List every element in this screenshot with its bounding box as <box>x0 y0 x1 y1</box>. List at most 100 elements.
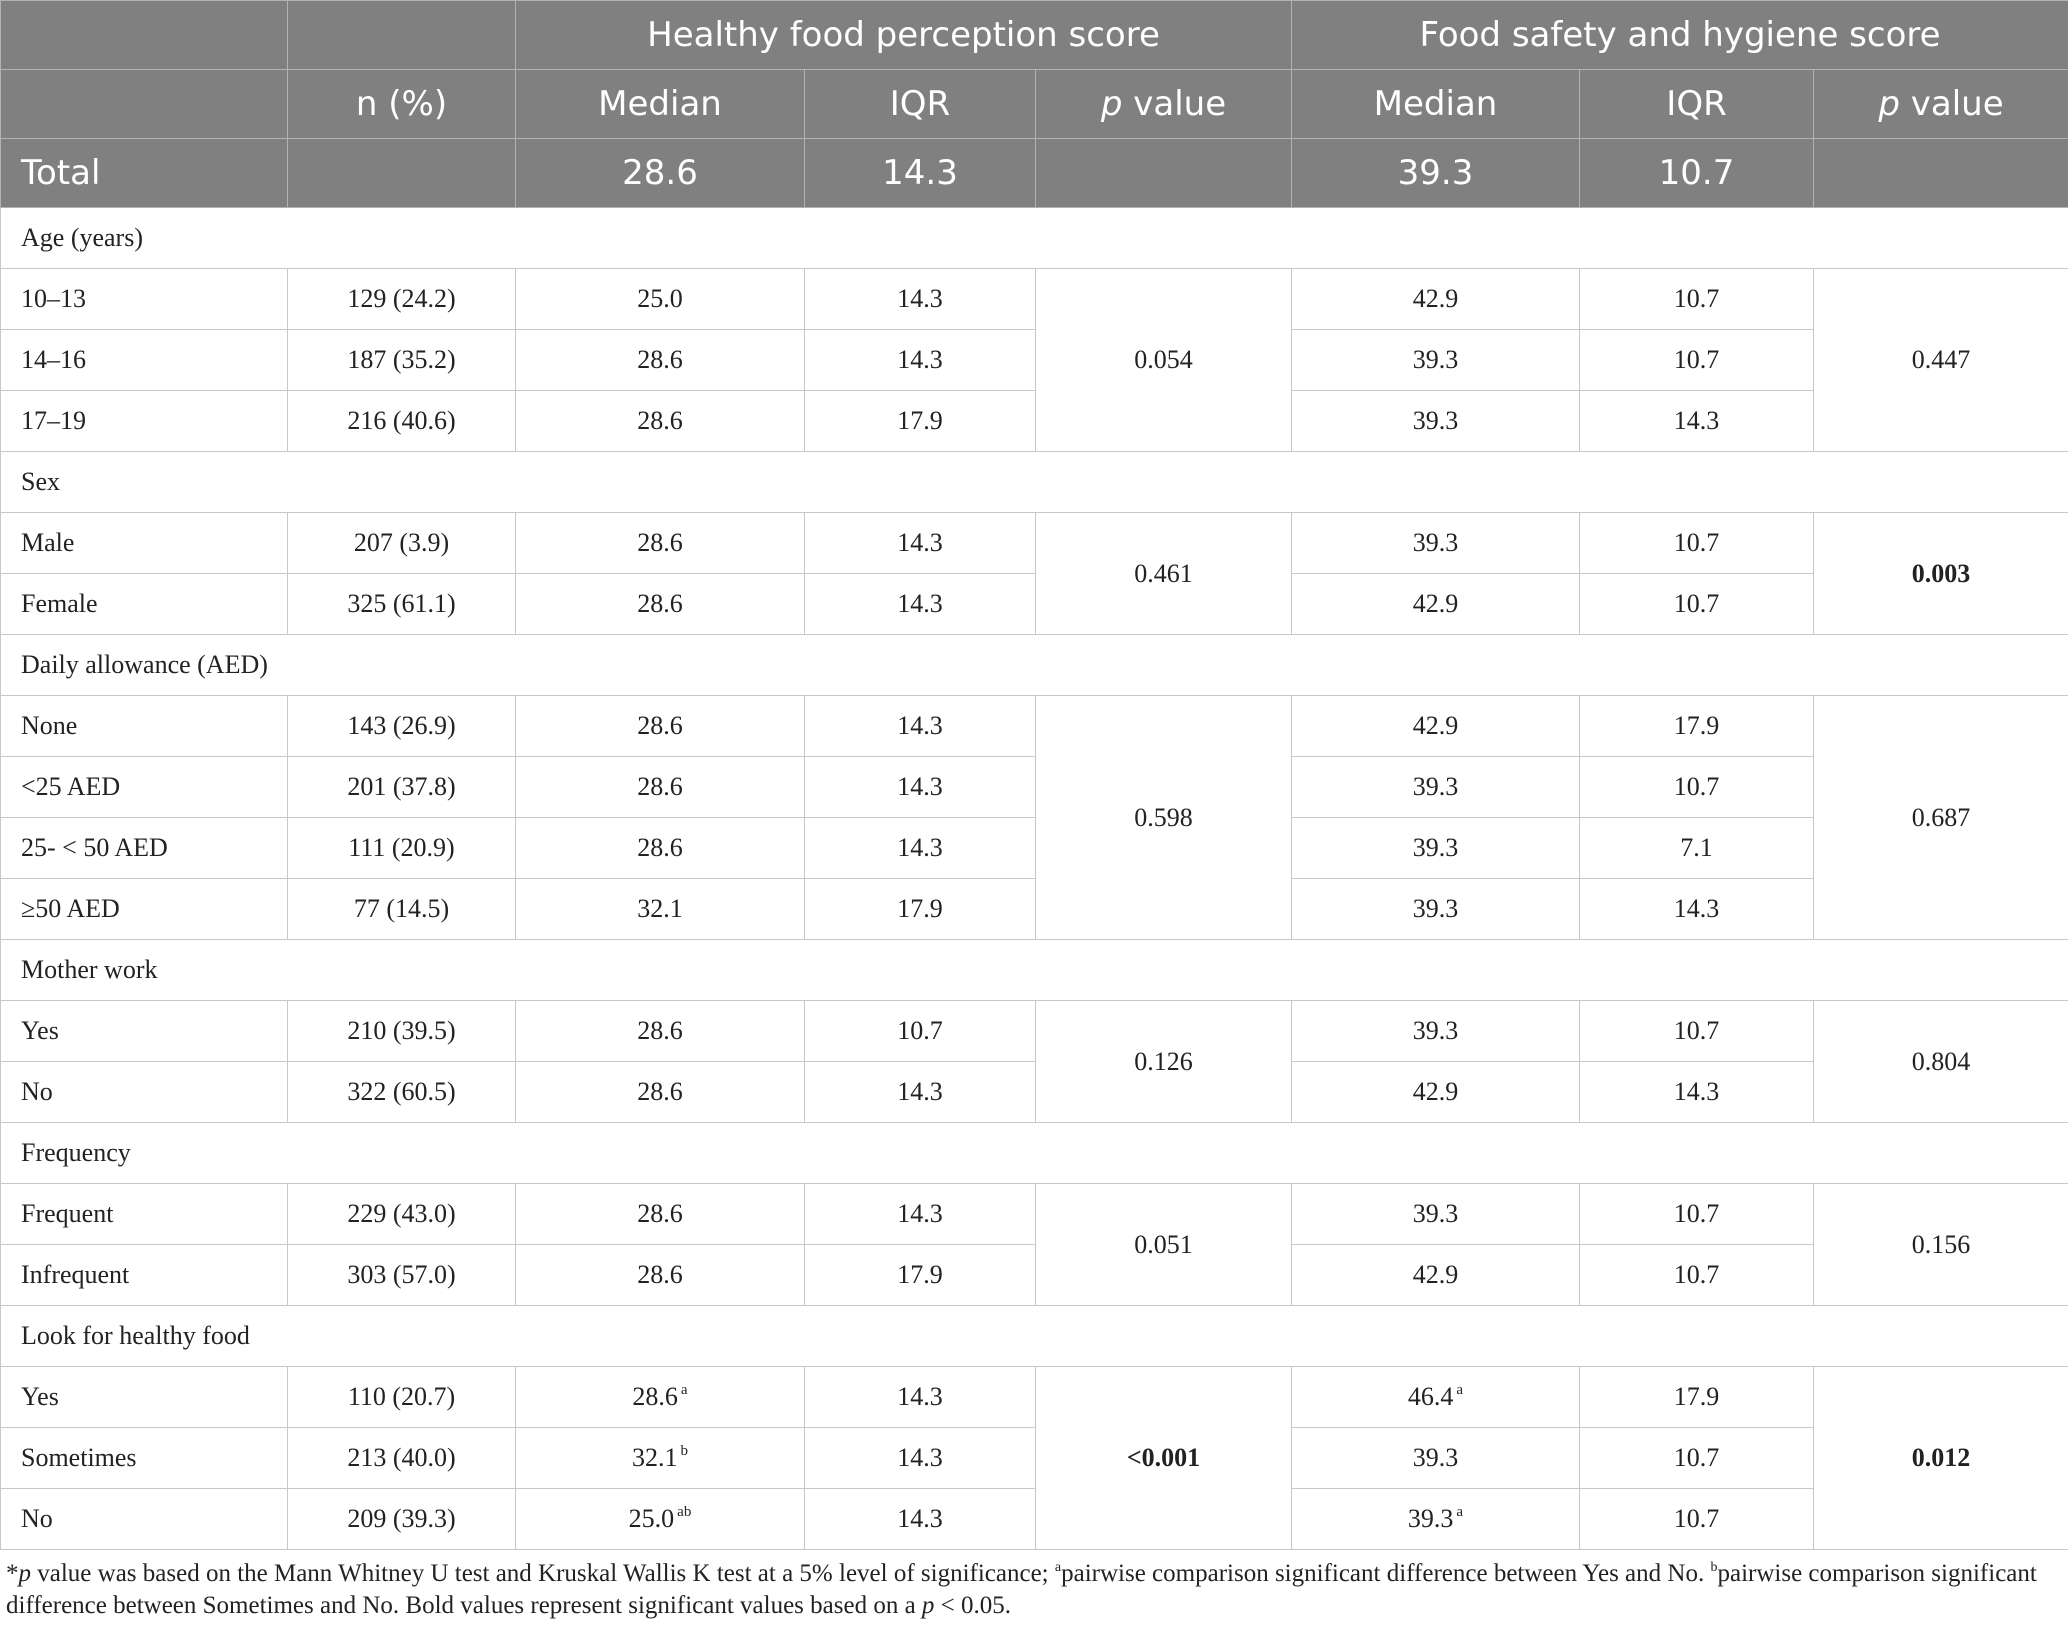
hf-median-cell-text: 28.6 <box>637 1077 683 1106</box>
fs-median-cell: 39.3 a <box>1291 1488 1581 1550</box>
section-title: Sex <box>0 451 2068 513</box>
table-row: Infrequent 303 (57.0) 28.6 17.9 42.9 10.7 <box>0 1244 2068 1306</box>
fs-median-cell-text: 39.3 <box>1412 1199 1459 1228</box>
p-symbol: p <box>1100 84 1123 124</box>
n-percent-cell: 210 (39.5) <box>287 1000 516 1062</box>
hf-iqr-cell: 14.3 <box>804 268 1036 330</box>
fs-median-cell-text: 39.3 <box>1412 345 1459 374</box>
fs-iqr-cell-text: 10.7 <box>1673 1504 1720 1533</box>
hf-iqr-cell-text: 14.3 <box>897 833 943 862</box>
fs-p-value-cell: 0.447 <box>1813 268 2068 452</box>
hf-median-cell: 32.1 <box>515 878 805 940</box>
fs-median-cell: 42.9 <box>1291 1244 1581 1306</box>
row-label: Yes <box>0 1000 288 1062</box>
hf-median-cell-text: 28.6 <box>637 711 683 740</box>
n-percent-cell-text: 325 (61.1) <box>347 589 456 618</box>
hf-iqr-cell-text: 14.3 <box>897 284 943 313</box>
hf-iqr-cell: 10.7 <box>804 1000 1036 1062</box>
table-row: No 209 (39.3) 25.0 ab 14.3 39.3 a 10.7 <box>0 1488 2068 1550</box>
row-label-text: Frequent <box>21 1199 114 1228</box>
hf-median-cell: 28.6 <box>515 695 805 757</box>
fs-median-cell-text: 46.4 <box>1407 1382 1454 1411</box>
hf-median-cell-text: 28.6 <box>637 833 683 862</box>
fs-median-cell: 42.9 <box>1291 695 1581 757</box>
total-hf-iqr: 14.3 <box>804 138 1036 208</box>
table-row: Yes 210 (39.5) 28.6 10.7 0.126 39.3 10.7 0.804 <box>0 1000 2068 1123</box>
row-label-text: 10–13 <box>21 284 86 313</box>
hf-median-cell-text: 25.0 <box>637 284 683 313</box>
fs-iqr-cell-text: 10.7 <box>1673 528 1720 557</box>
table-row: Male 207 (3.9) 28.6 14.3 0.461 39.3 10.7 0.003 <box>0 512 2068 635</box>
n-percent-cell: 129 (24.2) <box>287 268 516 330</box>
hf-iqr-cell: 17.9 <box>804 1244 1036 1306</box>
hf-median-cell-text: 28.6 <box>637 1260 683 1289</box>
total-label: Total <box>0 138 288 208</box>
section-header-row: Look for healthy food <box>0 1305 2068 1367</box>
fs-median-cell-text: 39.3 <box>1412 1443 1459 1472</box>
hf-iqr-cell: 14.3 <box>804 756 1036 818</box>
n-percent-cell: 325 (61.1) <box>287 573 516 635</box>
hf-iqr-cell-text: 10.7 <box>897 1016 943 1045</box>
fs-p-value-cell: 0.804 <box>1813 1000 2068 1123</box>
hf-median-cell: 28.6 <box>515 1183 805 1245</box>
fs-median-cell: 39.3 <box>1291 1000 1581 1062</box>
section-header-row: Frequency <box>0 1122 2068 1184</box>
n-percent-cell: 213 (40.0) <box>287 1427 516 1489</box>
total-n <box>287 138 516 208</box>
total-hf-p <box>1034 138 1293 208</box>
superscript-marker: a <box>680 1382 688 1398</box>
footnote-text-3: pairwise comparison significant differen… <box>6 1560 2037 1619</box>
header-healthy-food-group: Healthy food perception score <box>514 0 1293 70</box>
fs-iqr-cell-text: 10.7 <box>1673 1016 1720 1045</box>
n-percent-cell-text: 187 (35.2) <box>347 345 456 374</box>
hf-median-cell: 25.0 ab <box>515 1488 805 1550</box>
hf-median-cell-text: 28.6 <box>632 1382 678 1411</box>
table-row: 17–19 216 (40.6) 28.6 17.9 39.3 14.3 <box>0 390 2068 452</box>
table-row: 25- < 50 AED 111 (20.9) 28.6 14.3 39.3 7.1 <box>0 817 2068 879</box>
footnote-star: * <box>6 1560 19 1587</box>
fs-median-cell-text: 39.3 <box>1412 833 1459 862</box>
hf-iqr-cell-text: 14.3 <box>897 772 943 801</box>
header-row-groups: Healthy food perception score Food safet… <box>0 0 2068 70</box>
hf-median-cell-text: 28.6 <box>637 1199 683 1228</box>
hf-p-value-cell: 0.051 <box>1034 1183 1293 1306</box>
table-body: Age (years) 10–13 129 (24.2) 25.0 14.3 0.054 4… <box>0 207 2068 1550</box>
fs-median-cell-text: 39.3 <box>1412 894 1459 923</box>
fs-median-cell-text: 39.3 <box>1412 772 1459 801</box>
fs-median-cell-text: 42.9 <box>1412 1077 1459 1106</box>
hf-median-cell: 28.6 <box>515 756 805 818</box>
n-percent-cell-text: 143 (26.9) <box>347 711 456 740</box>
hf-median-cell-text: 28.6 <box>637 589 683 618</box>
row-label-text: No <box>21 1504 53 1533</box>
hf-iqr-cell: 14.3 <box>804 817 1036 879</box>
n-percent-cell-text: 213 (40.0) <box>347 1443 456 1472</box>
total-fs-median: 39.3 <box>1291 138 1581 208</box>
hf-iqr-cell: 14.3 <box>804 329 1036 391</box>
fs-iqr-cell: 14.3 <box>1579 1061 1815 1123</box>
section-title: Daily allowance (AED) <box>0 634 2068 696</box>
header-row-columns: n (%) Median IQR p value Median IQR p va… <box>0 69 2068 139</box>
fs-iqr-cell: 10.7 <box>1579 512 1815 574</box>
fs-iqr-cell: 14.3 <box>1579 390 1815 452</box>
hf-iqr-cell-text: 17.9 <box>897 406 943 435</box>
footnote-text-2: pairwise comparison significant differen… <box>1061 1560 1711 1587</box>
hf-median-cell: 28.6 <box>515 817 805 879</box>
fs-iqr-cell: 10.7 <box>1579 573 1815 635</box>
table-row: Frequent 229 (43.0) 28.6 14.3 0.051 39.3 10.7 0… <box>0 1183 2068 1306</box>
header-fs-median: Median <box>1291 69 1581 139</box>
fs-median-cell: 39.3 <box>1291 1427 1581 1489</box>
row-label: 10–13 <box>0 268 288 330</box>
header-fs-iqr: IQR <box>1579 69 1815 139</box>
fs-iqr-cell: 10.7 <box>1579 1244 1815 1306</box>
section-header-row: Daily allowance (AED) <box>0 634 2068 696</box>
n-percent-cell-text: 111 (20.9) <box>348 833 455 862</box>
footnote-sup-a: a <box>1054 1560 1062 1575</box>
section-header-row: Age (years) <box>0 207 2068 269</box>
p-symbol: p <box>1878 84 1900 124</box>
section-header-row: Sex <box>0 451 2068 513</box>
row-label: Sometimes <box>0 1427 288 1489</box>
n-percent-cell-text: 209 (39.3) <box>347 1504 456 1533</box>
fs-median-cell-text: 42.9 <box>1412 284 1459 313</box>
superscript-marker: a <box>1456 1382 1464 1398</box>
